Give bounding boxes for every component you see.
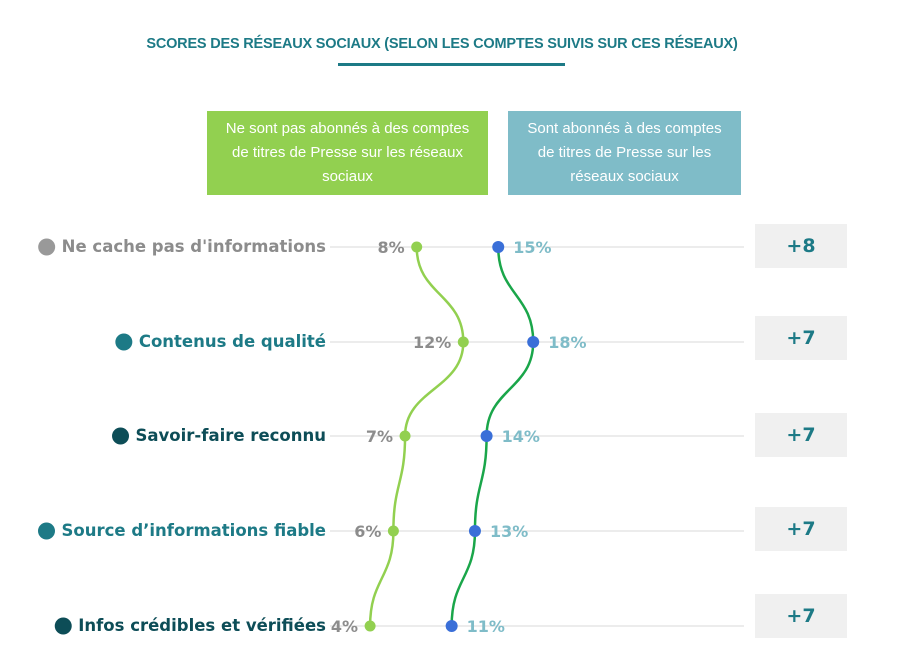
category-label-1: Contenus de qualité: [139, 332, 326, 351]
chart-title: SCORES DES RÉSEAUX SOCIAUX (SELON LES CO…: [146, 36, 738, 52]
difference-label-3: +7: [786, 518, 815, 540]
point-subscribers-4: [445, 620, 458, 632]
category-label-2: Savoir-faire reconnu: [136, 426, 326, 445]
point-non-subscribers-2: [399, 430, 411, 442]
difference-box-3: [755, 507, 847, 551]
difference-box-0: [755, 224, 847, 268]
difference-label-0: +8: [786, 235, 815, 257]
difference-label-2: +7: [786, 424, 815, 446]
point-non-subscribers-1: [457, 336, 469, 348]
category-bullet-2: [112, 427, 130, 445]
difference-box-1: [755, 316, 847, 360]
category-label-0: Ne cache pas d'informations: [62, 237, 327, 256]
value-label-subscribers-4: 11%: [467, 617, 505, 636]
difference-label-4: +7: [786, 605, 815, 627]
point-subscribers-0: [492, 241, 505, 253]
value-label-non-subscribers-4: 4%: [331, 617, 358, 636]
value-label-non-subscribers-2: 7%: [366, 427, 393, 446]
difference-label-1: +7: [786, 327, 815, 349]
point-non-subscribers-3: [387, 525, 399, 537]
point-non-subscribers-0: [411, 241, 423, 253]
point-subscribers-1: [527, 336, 540, 348]
value-label-subscribers-1: 18%: [548, 333, 586, 352]
legend-header-subscribers: Sont abonnés à des comptes de titres de …: [508, 111, 741, 195]
category-label-3: Source d’informations fiable: [62, 521, 327, 540]
value-label-non-subscribers-3: 6%: [354, 522, 381, 541]
difference-box-4: [755, 594, 847, 638]
value-label-non-subscribers-0: 8%: [378, 238, 405, 257]
category-bullet-0: [38, 238, 56, 256]
value-label-non-subscribers-1: 12%: [413, 333, 451, 352]
value-label-subscribers-0: 15%: [513, 238, 551, 257]
difference-box-2: [755, 413, 847, 457]
title-underline: [338, 63, 565, 66]
category-bullet-1: [115, 333, 133, 351]
value-label-subscribers-2: 14%: [502, 427, 540, 446]
category-bullet-3: [38, 522, 55, 540]
point-subscribers-2: [480, 430, 493, 442]
point-subscribers-3: [468, 525, 481, 537]
value-label-subscribers-3: 13%: [490, 522, 528, 541]
point-non-subscribers-4: [364, 620, 376, 632]
legend-header-non-subscribers: Ne sont pas abonnés à des comptes de tit…: [207, 111, 488, 195]
category-label-4: Infos crédibles et vérifiées: [78, 616, 326, 635]
category-bullet-4: [54, 617, 72, 635]
